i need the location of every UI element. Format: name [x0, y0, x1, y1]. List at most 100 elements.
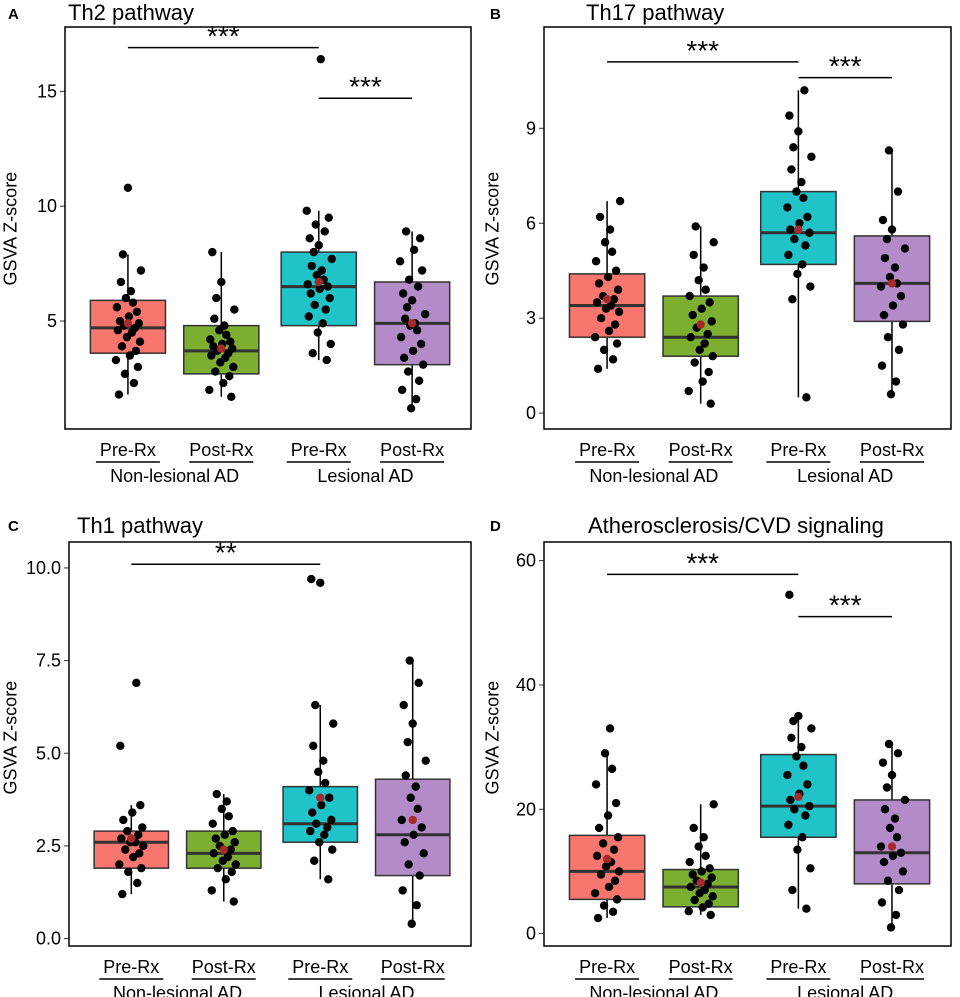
data-point — [206, 335, 215, 344]
data-point — [119, 815, 128, 825]
data-point — [417, 823, 426, 832]
data-point — [397, 815, 406, 825]
chart-b: 0 3 6 9 *** *** Pre-Rx Post-Rx Pre-Rx Post-Rx Non-… — [526, 26, 952, 486]
data-point — [792, 187, 801, 196]
data-point — [305, 786, 314, 795]
data-point — [789, 143, 798, 152]
data-point — [139, 841, 148, 851]
data-point — [797, 742, 806, 752]
data-point — [686, 882, 695, 892]
panel-title: Th1 pathway — [77, 513, 203, 538]
data-point — [404, 860, 413, 869]
data-point — [606, 301, 616, 310]
data-point — [229, 362, 238, 372]
data-point — [690, 895, 699, 905]
y-tick-label: 0 — [526, 924, 536, 944]
data-point — [798, 260, 807, 269]
data-point — [898, 320, 908, 329]
data-point — [328, 845, 337, 854]
data-point — [794, 127, 803, 136]
data-point — [783, 203, 792, 212]
mean-point — [794, 225, 803, 234]
data-point — [302, 206, 311, 215]
data-point — [404, 275, 414, 284]
data-point — [409, 245, 419, 255]
data-point — [613, 833, 623, 842]
data-point — [694, 276, 703, 285]
data-point — [595, 212, 605, 222]
data-point — [219, 378, 228, 388]
mean-point — [794, 792, 803, 802]
data-point — [900, 244, 910, 253]
data-point — [894, 885, 904, 895]
data-point — [605, 225, 615, 234]
data-point — [421, 756, 430, 765]
data-point — [788, 295, 797, 304]
data-point — [697, 867, 706, 876]
data-point — [416, 339, 426, 349]
data-point — [609, 845, 619, 854]
data-point — [397, 385, 407, 395]
data-point — [222, 797, 231, 806]
data-point — [806, 864, 815, 873]
mean-point — [407, 319, 417, 328]
panel-c: C Th1 pathway GSVA Z-score 0.0 2.5 5.0 7.5 1… — [0, 498, 480, 997]
data-point — [408, 346, 418, 356]
data-point — [309, 247, 318, 257]
data-point — [593, 364, 603, 374]
data-point — [208, 819, 217, 828]
data-point — [136, 800, 145, 810]
panel-d: D Atherosclerosis/CVD signaling GSVA Z-s… — [480, 498, 960, 997]
data-point — [607, 247, 617, 256]
data-point — [210, 314, 219, 323]
data-point — [112, 303, 122, 312]
x-category-label: Post-Rx — [189, 440, 253, 460]
data-point — [326, 339, 335, 349]
data-point — [896, 848, 906, 857]
data-point — [407, 919, 416, 928]
y-tick-label: 6 — [526, 213, 536, 233]
data-point — [784, 820, 793, 829]
data-point — [400, 314, 410, 323]
data-point — [411, 782, 420, 791]
x-category-label: Post-Rx — [860, 440, 924, 460]
data-point — [701, 285, 710, 294]
data-point — [900, 795, 910, 805]
data-point — [888, 301, 898, 310]
data-point — [892, 833, 902, 842]
data-point — [125, 351, 135, 360]
data-point — [610, 320, 620, 329]
data-point — [408, 719, 417, 728]
data-point — [213, 863, 222, 873]
data-point — [136, 266, 146, 275]
data-point — [887, 225, 897, 234]
x-category-label: Post-Rx — [380, 440, 444, 460]
data-point — [415, 871, 424, 880]
data-point — [222, 330, 231, 340]
data-point — [128, 298, 138, 307]
data-point — [686, 333, 695, 342]
data-point — [221, 875, 230, 884]
data-point — [802, 393, 811, 402]
data-point — [227, 392, 236, 402]
data-point — [211, 834, 220, 843]
data-point — [883, 876, 893, 885]
data-point — [801, 241, 810, 250]
data-point — [307, 574, 316, 584]
data-point — [785, 590, 794, 600]
data-point — [318, 319, 327, 328]
data-point — [807, 152, 816, 161]
data-point — [797, 177, 806, 187]
y-tick-label: 7.5 — [36, 651, 61, 671]
mean-point — [316, 793, 325, 802]
data-point — [785, 111, 794, 120]
data-point — [217, 277, 226, 287]
data-point — [311, 700, 320, 710]
data-point — [308, 808, 317, 817]
data-point — [396, 332, 406, 342]
data-point — [890, 814, 900, 823]
plot-frame — [543, 26, 952, 430]
data-point — [794, 711, 803, 721]
data-point — [611, 266, 621, 275]
